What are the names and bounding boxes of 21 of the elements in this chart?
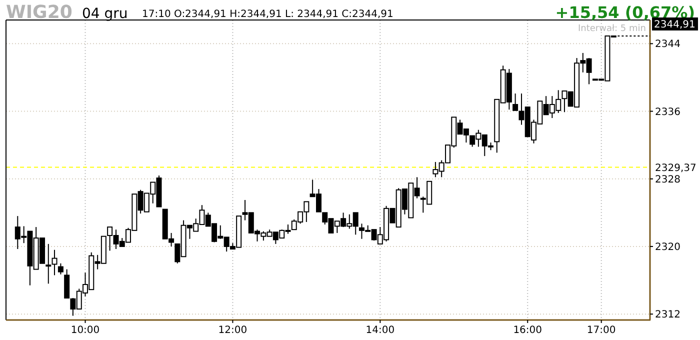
y-tick-label: 2312	[655, 310, 680, 321]
annotation: 2344,91	[654, 19, 696, 30]
x-tick-label: 16:00	[513, 325, 542, 336]
annotation: Interwał: 5 min	[578, 24, 646, 34]
candlestick	[512, 93, 518, 111]
annotation: +15,54 (0,67%)	[555, 3, 695, 22]
y-tick-label: 2344	[655, 39, 680, 50]
x-tick-label: 10:00	[70, 325, 100, 336]
x-tick-label: 12:00	[218, 325, 248, 336]
y-tick-label: 2336	[655, 106, 680, 118]
y-tick-label: 2328	[655, 174, 680, 186]
x-tick-label: 17:00	[586, 325, 616, 336]
candlestick	[52, 249, 58, 276]
candlestick	[64, 268, 70, 299]
ref-line-label: 2329,37	[655, 162, 696, 174]
candlestick	[46, 243, 52, 284]
candlestick	[58, 262, 64, 275]
chart-title: WIG20	[6, 2, 72, 23]
y-tick-label: 2320	[655, 242, 680, 253]
annotation: 17:10 O:2344,91 H:2344,91 L: 2344,91 C:2344,91	[142, 9, 394, 20]
x-tick-label: 14:00	[366, 325, 395, 336]
